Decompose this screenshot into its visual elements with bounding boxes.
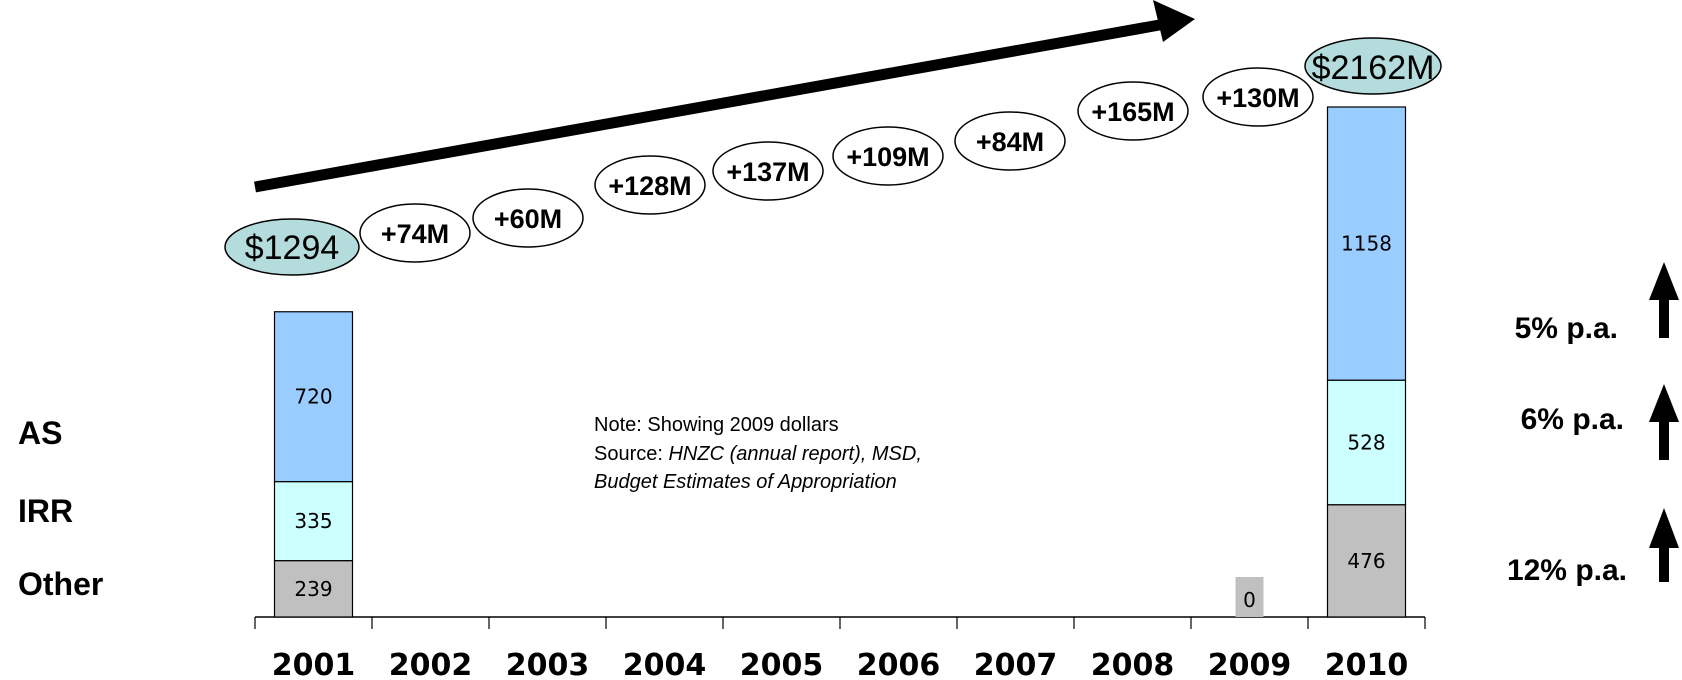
increment-label: +137M bbox=[726, 157, 809, 187]
bar-value-label: 476 bbox=[1347, 549, 1385, 573]
trend-arrow-head bbox=[1153, 0, 1195, 42]
bar-value-label: 239 bbox=[294, 577, 332, 601]
bar-value-label: 335 bbox=[294, 509, 332, 533]
increment-bubble: +130M bbox=[1202, 67, 1314, 127]
x-tick-label: 2007 bbox=[974, 648, 1058, 680]
category-label-irr: IRR bbox=[18, 493, 73, 529]
increment-bubble: +60M bbox=[472, 188, 584, 248]
increment-bubble: +128M bbox=[594, 155, 706, 215]
increment-label: +60M bbox=[494, 204, 562, 234]
bar-value-label: 720 bbox=[294, 385, 332, 409]
bar-segment bbox=[1326, 504, 1407, 618]
bar-segment bbox=[273, 560, 354, 618]
growth-label-as: 5% p.a. bbox=[1515, 312, 1618, 345]
bar-value-label: 528 bbox=[1347, 430, 1385, 454]
total-start: $1294 bbox=[224, 218, 360, 276]
note-line-3: Budget Estimates of Appropriation bbox=[594, 471, 897, 493]
total-start-label: $1294 bbox=[245, 229, 340, 267]
growth-arrow-as-icon bbox=[1649, 262, 1679, 338]
increment-bubble: +74M bbox=[359, 203, 471, 263]
increment-label: +130M bbox=[1216, 83, 1299, 113]
x-tick-label: 2004 bbox=[623, 648, 707, 680]
increment-label: +128M bbox=[608, 171, 691, 201]
total-end-ellipse bbox=[1304, 37, 1442, 95]
increment-bubble: +165M bbox=[1077, 81, 1189, 141]
increment-bubble-ellipse bbox=[1077, 81, 1189, 141]
growth-arrow-other-icon bbox=[1649, 508, 1679, 582]
increment-bubbles: +74M +60M +128M +137M +109M +84M +165M +130M bbox=[359, 67, 1314, 263]
increment-bubble-ellipse bbox=[1202, 67, 1314, 127]
growth-arrow-irr-icon bbox=[1649, 384, 1679, 460]
bar-segment bbox=[1326, 379, 1407, 506]
growth-label-other: 12% p.a. bbox=[1507, 554, 1627, 587]
growth-label-irr: 6% p.a. bbox=[1521, 403, 1624, 436]
x-axis: 2001 2002 2003 2004 2005 2006 2007 2008 2009 2010 bbox=[254, 616, 1426, 680]
note-line-2: Source: HNZC (annual report), MSD, bbox=[594, 443, 922, 465]
note-source-italic: HNZC (annual report), MSD, bbox=[668, 443, 921, 465]
zero-value-box bbox=[1235, 577, 1264, 617]
increment-label: +74M bbox=[381, 219, 449, 249]
x-tick-label: 2002 bbox=[389, 648, 473, 680]
increment-bubble: +137M bbox=[712, 141, 824, 201]
note-line-1: Note: Showing 2009 dollars bbox=[594, 414, 839, 436]
x-tick-label: 2005 bbox=[740, 648, 824, 680]
bar-segment bbox=[1326, 106, 1407, 381]
increment-bubble-ellipse bbox=[359, 203, 471, 263]
trend-arrow-shaft bbox=[254, 18, 1166, 193]
x-tick-label: 2010 bbox=[1325, 648, 1409, 680]
bar-segment bbox=[273, 311, 354, 483]
total-end: $2162M bbox=[1304, 37, 1442, 95]
x-tick-label: 2006 bbox=[857, 648, 941, 680]
increment-bubble: +84M bbox=[954, 111, 1066, 171]
note-source-prefix: Source: bbox=[594, 443, 668, 465]
category-label-other: Other bbox=[18, 566, 103, 602]
increment-bubble-ellipse bbox=[594, 155, 706, 215]
trend-arrow bbox=[254, 0, 1195, 193]
bar-segment bbox=[273, 480, 354, 562]
increment-bubble-ellipse bbox=[712, 141, 824, 201]
increment-label: +84M bbox=[976, 127, 1044, 157]
category-label-as: AS bbox=[18, 415, 62, 451]
total-end-label: $2162M bbox=[1312, 49, 1435, 87]
total-start-ellipse bbox=[224, 218, 360, 276]
bar-value-label: 0 bbox=[1243, 588, 1256, 612]
source-note: Note: Showing 2009 dollars Source: HNZC … bbox=[594, 414, 922, 493]
x-tick-label: 2008 bbox=[1091, 648, 1175, 680]
increment-label: +109M bbox=[846, 142, 929, 172]
increment-label: +165M bbox=[1091, 97, 1174, 127]
increment-bubble: +109M bbox=[832, 126, 944, 186]
increment-bubble-ellipse bbox=[954, 111, 1066, 171]
increment-bubble-ellipse bbox=[472, 188, 584, 248]
x-tick-label: 2003 bbox=[506, 648, 590, 680]
x-tick-label: 2009 bbox=[1208, 648, 1292, 680]
increment-bubble-ellipse bbox=[832, 126, 944, 186]
x-tick-label: 2001 bbox=[272, 648, 356, 680]
bars: 239 335 720 0 476 528 1158 bbox=[273, 106, 1407, 618]
bar-value-label: 1158 bbox=[1341, 232, 1392, 256]
